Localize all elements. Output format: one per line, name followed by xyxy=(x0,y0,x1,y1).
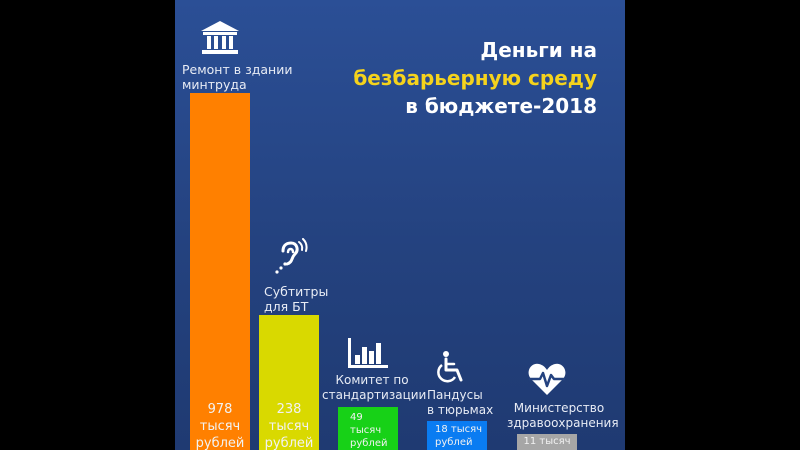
title-line-1: Деньги на xyxy=(480,38,597,62)
bar-chart-icon xyxy=(348,338,388,368)
bar-minzdrav: 11 тысяч xyxy=(517,434,577,450)
bar-value-komitet: 49 тысяч рублей xyxy=(350,412,388,449)
bar-label-remont: Ремонт в здании минтруда xyxy=(182,62,293,92)
title-line-3: в бюджете-2018 xyxy=(405,94,597,118)
infographic-panel: Деньги на безбарьерную среду в бюджете-2… xyxy=(175,0,625,450)
wheelchair-icon xyxy=(437,351,463,383)
bar-label-minzdrav: Министерство здравоохранения xyxy=(507,401,619,430)
bar-remont: 978 тысяч рублей xyxy=(190,93,250,450)
bar-label-subtitry: Субтитры для БТ xyxy=(264,284,329,314)
bar-pandusy: 18 тысяч рублей xyxy=(427,421,487,450)
bar-value-remont: 978 тысяч рублей xyxy=(195,402,245,450)
heart-pulse-icon xyxy=(528,363,566,395)
bar-value-pandusy: 18 тысяч рублей xyxy=(435,424,483,448)
title-line-2: безбарьерную среду xyxy=(353,66,597,90)
bar-label-komitet: Комитет по стандартизации xyxy=(322,373,427,402)
bar-label-pandusy: Пандусы в тюрьмах xyxy=(427,388,494,417)
chart-title: Деньги на безбарьерную среду в бюджете-2… xyxy=(353,36,597,120)
bar-value-subtitry: 238 тысяч рублей xyxy=(264,402,314,450)
bar-value-minzdrav: 11 тысяч xyxy=(523,436,571,447)
government-building-icon xyxy=(201,21,239,54)
hearing-ear-icon xyxy=(275,238,308,274)
bar-subtitry: 238 тысяч рублей xyxy=(259,315,319,450)
bar-komitet: 49 тысяч рублей xyxy=(338,407,398,450)
